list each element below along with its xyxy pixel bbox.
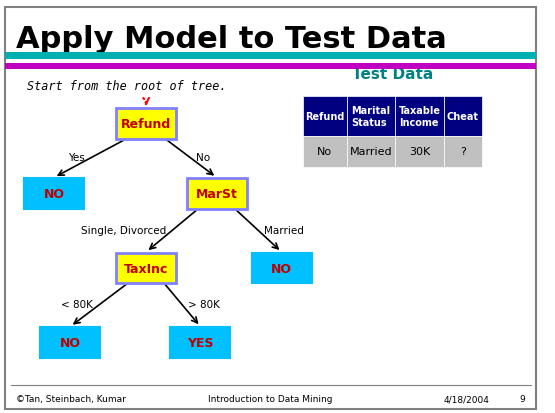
Text: Refund: Refund [121,117,171,131]
Text: 30K: 30K [409,147,430,157]
Text: Cheat: Cheat [447,112,479,122]
Text: TaxInc: TaxInc [124,262,168,275]
FancyBboxPatch shape [186,179,246,209]
Text: Refund: Refund [305,112,345,122]
FancyBboxPatch shape [303,136,346,167]
FancyBboxPatch shape [170,328,230,358]
Text: NO: NO [271,262,292,275]
Text: Yes: Yes [68,153,85,163]
Text: YES: YES [187,336,214,349]
FancyBboxPatch shape [24,179,84,209]
Text: > 80K: > 80K [188,299,220,310]
Text: NO: NO [44,188,64,201]
Text: Married: Married [350,147,392,157]
Text: No: No [317,147,332,157]
Text: NO: NO [60,336,81,349]
FancyBboxPatch shape [41,328,100,358]
Text: Start from the root of tree.: Start from the root of tree. [27,80,226,93]
Bar [6,52,536,60]
Text: Single, Divorced: Single, Divorced [81,225,166,235]
Text: No: No [196,153,210,163]
Text: MarSt: MarSt [196,188,238,201]
Text: ©Tan, Steinbach, Kumar: ©Tan, Steinbach, Kumar [16,394,126,403]
Bar [6,64,536,69]
Text: 4/18/2004: 4/18/2004 [444,394,490,403]
FancyBboxPatch shape [346,97,395,136]
FancyBboxPatch shape [116,253,176,284]
Text: Taxable
Income: Taxable Income [398,106,441,128]
FancyBboxPatch shape [395,136,444,167]
Text: 9: 9 [519,394,525,403]
Text: Introduction to Data Mining: Introduction to Data Mining [209,394,333,403]
Text: Married: Married [264,225,304,235]
FancyBboxPatch shape [444,97,482,136]
FancyBboxPatch shape [251,253,311,284]
Text: Test Data: Test Data [352,67,433,82]
FancyBboxPatch shape [346,136,395,167]
Text: ?: ? [460,147,466,157]
Text: Apply Model to Test Data: Apply Model to Test Data [16,25,447,54]
Text: Marital
Status: Marital Status [351,106,391,128]
FancyBboxPatch shape [395,97,444,136]
FancyBboxPatch shape [303,97,346,136]
FancyBboxPatch shape [444,136,482,167]
FancyBboxPatch shape [116,109,176,139]
Text: < 80K: < 80K [62,299,93,310]
